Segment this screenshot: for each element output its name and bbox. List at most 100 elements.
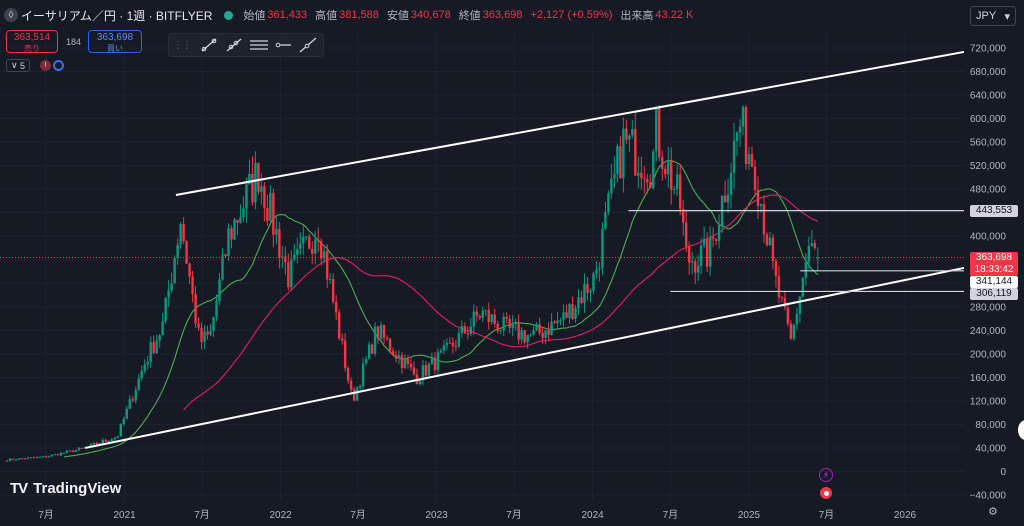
lightning-icon[interactable]: ⚡ — [819, 468, 833, 482]
candle-body — [107, 441, 111, 443]
market-status-icon[interactable] — [224, 10, 234, 20]
candle-body — [311, 248, 314, 254]
candle-body — [74, 450, 78, 452]
candle-body — [266, 207, 269, 221]
candle-body — [358, 385, 362, 388]
candle-body — [681, 208, 685, 223]
candle-body — [8, 458, 12, 461]
candle-body — [83, 447, 87, 449]
currency-selector[interactable]: JPY ▾ — [970, 6, 1016, 26]
alert-icon[interactable]: ! — [40, 60, 51, 71]
price-tag-current[interactable]: 363,698 18:33:42 — [970, 252, 1018, 276]
candle-body — [95, 443, 99, 445]
candle-body — [137, 378, 140, 391]
candle-body — [134, 390, 137, 401]
candle-body — [523, 330, 526, 343]
candle-body — [17, 458, 21, 460]
x-tick-label: 2026 — [894, 510, 917, 521]
trend-line-icon[interactable] — [199, 35, 219, 55]
gear-icon[interactable]: ⚙ — [988, 506, 998, 518]
price-tag-support-2[interactable]: 306,119 — [970, 288, 1018, 300]
time-axis[interactable]: 7月 2021 7月 2022 7月 2023 7月 2024 7月 2025 7月 2026 — [38, 509, 916, 521]
candle-body — [717, 225, 721, 241]
drag-handle-icon[interactable]: ⋮⋮ — [173, 39, 192, 51]
candle-body — [813, 243, 817, 248]
candle-body — [203, 331, 206, 342]
candle-body — [191, 276, 194, 294]
candle-body — [664, 168, 667, 175]
candle-body — [762, 204, 766, 235]
candle-body — [702, 238, 706, 246]
candle-body — [565, 312, 568, 319]
extended-line-icon[interactable] — [298, 35, 318, 55]
ethereum-icon[interactable]: ◊ — [4, 8, 18, 22]
candle-body — [574, 307, 577, 320]
candle-body — [759, 204, 763, 206]
candle-body — [589, 290, 592, 293]
sell-label: 売り — [24, 44, 40, 53]
scroll-handle[interactable] — [1018, 420, 1024, 440]
candle-body — [200, 327, 203, 342]
candle-body — [373, 326, 377, 354]
candle-body — [164, 297, 167, 322]
candle-body — [445, 342, 449, 346]
candle-body — [640, 172, 643, 178]
drawn-lines[interactable] — [0, 49, 970, 449]
candle-body — [281, 256, 284, 258]
candle-body — [511, 323, 514, 328]
buy-button[interactable]: 363,698 買い — [88, 30, 142, 53]
candle-body — [397, 355, 401, 359]
parallel-channel-icon[interactable] — [249, 35, 269, 55]
candle-body — [161, 321, 164, 335]
symbol-title[interactable]: イーサリアム／円 · 1週 · BITFLYER — [21, 8, 213, 23]
candle-body — [586, 284, 589, 293]
candle-body — [684, 222, 688, 247]
candle-body — [544, 330, 547, 338]
low-label: 安値 — [386, 10, 409, 22]
y-tick-label: 480,000 — [970, 185, 1007, 196]
candle-body — [173, 257, 176, 284]
x-tick-label: 2021 — [114, 510, 137, 521]
x-tick-label: 2025 — [738, 510, 761, 521]
candle-body — [753, 166, 757, 190]
candle-body — [296, 248, 299, 255]
candle-body — [460, 326, 464, 333]
candle-body — [299, 243, 302, 249]
candle-body — [406, 359, 410, 364]
indicator-collapse-button[interactable]: ∨ 5 — [6, 59, 30, 72]
channel-lower-line[interactable] — [85, 265, 970, 449]
y-tick-label: 0 — [1000, 467, 1006, 478]
price-tag-support-1[interactable]: 341,144 — [970, 276, 1018, 288]
price-tag-resistance[interactable]: 443,553 — [970, 205, 1018, 217]
candle-body — [714, 238, 718, 241]
horizontal-ray-icon[interactable] — [274, 35, 294, 55]
record-icon[interactable] — [820, 487, 832, 499]
candle-body — [610, 178, 613, 194]
sync-icon[interactable] — [53, 60, 64, 71]
candle-body — [65, 450, 69, 453]
candle-body — [777, 276, 781, 298]
candle-body — [750, 154, 754, 167]
ray-icon[interactable] — [224, 35, 244, 55]
candle-body — [128, 399, 131, 409]
candle-body — [197, 323, 200, 328]
candle-body — [475, 311, 478, 317]
sell-button[interactable]: 363,514 売り — [6, 30, 58, 53]
candle-body — [364, 358, 368, 364]
x-tick-label: 2024 — [581, 510, 604, 521]
candle-body — [11, 458, 15, 460]
y-tick-label: 40,000 — [975, 443, 1006, 454]
candle-body — [655, 107, 658, 152]
candle-body — [275, 229, 278, 235]
candle-body — [287, 262, 290, 288]
moving-averages — [63, 159, 819, 458]
candle-body — [738, 126, 742, 133]
candle-body — [251, 173, 254, 203]
candle-body — [77, 447, 81, 451]
candle-body — [35, 457, 39, 459]
candle-body — [699, 245, 703, 267]
channel-upper-line[interactable] — [175, 49, 970, 197]
candle-body — [23, 458, 27, 460]
candle-body — [786, 307, 790, 324]
